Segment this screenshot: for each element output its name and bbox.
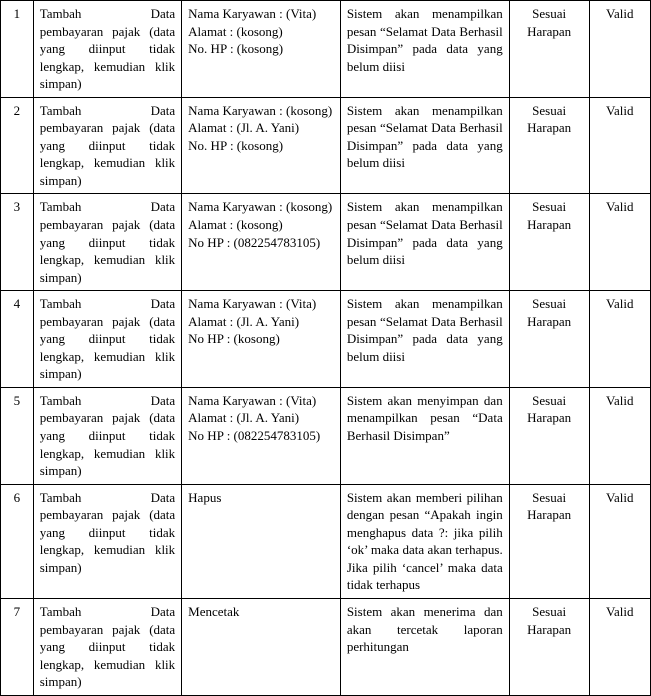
cell-output: Sistem akan menerima dan akan tercetak l…: [340, 598, 509, 695]
cell-output: Sistem akan menampilkan pesan “Selamat D…: [340, 1, 509, 98]
cell-output: Sistem akan memberi pilihan dengan pesan…: [340, 484, 509, 598]
cell-valid: Valid: [589, 194, 650, 291]
cell-desc: Tambah Data pembayaran pajak (data yang …: [33, 598, 181, 695]
cell-output: Sistem akan menampilkan pesan “Selamat D…: [340, 291, 509, 388]
table-row: 2Tambah Data pembayaran pajak (data yang…: [1, 97, 651, 194]
table-row: 3Tambah Data pembayaran pajak (data yang…: [1, 194, 651, 291]
cell-no: 3: [1, 194, 34, 291]
cell-valid: Valid: [589, 97, 650, 194]
cell-no: 5: [1, 387, 34, 484]
cell-valid: Valid: [589, 484, 650, 598]
cell-desc: Tambah Data pembayaran pajak (data yang …: [33, 291, 181, 388]
cell-input: Nama Karyawan : (kosong) Alamat : (Jl. A…: [182, 97, 341, 194]
cell-no: 6: [1, 484, 34, 598]
cell-expect: Sesuai Harapan: [509, 291, 589, 388]
cell-output: Sistem akan menyimpan dan menampilkan pe…: [340, 387, 509, 484]
cell-desc: Tambah Data pembayaran pajak (data yang …: [33, 97, 181, 194]
cell-no: 2: [1, 97, 34, 194]
cell-valid: Valid: [589, 387, 650, 484]
table-body: 1Tambah Data pembayaran pajak (data yang…: [1, 1, 651, 696]
table-row: 4Tambah Data pembayaran pajak (data yang…: [1, 291, 651, 388]
cell-expect: Sesuai Harapan: [509, 97, 589, 194]
cell-expect: Sesuai Harapan: [509, 194, 589, 291]
cell-no: 4: [1, 291, 34, 388]
cell-input: Nama Karyawan : (Vita) Alamat : (Jl. A. …: [182, 387, 341, 484]
cell-valid: Valid: [589, 1, 650, 98]
cell-input: Nama Karyawan : (kosong) Alamat : (koson…: [182, 194, 341, 291]
cell-desc: Tambah Data pembayaran pajak (data yang …: [33, 1, 181, 98]
cell-valid: Valid: [589, 291, 650, 388]
cell-expect: Sesuai Harapan: [509, 1, 589, 98]
cell-input: Nama Karyawan : (Vita) Alamat : (Jl. A. …: [182, 291, 341, 388]
cell-output: Sistem akan menampilkan pesan “Selamat D…: [340, 194, 509, 291]
cell-input: Hapus: [182, 484, 341, 598]
cell-no: 7: [1, 598, 34, 695]
table-row: 7Tambah Data pembayaran pajak (data yang…: [1, 598, 651, 695]
cell-valid: Valid: [589, 598, 650, 695]
table-row: 1Tambah Data pembayaran pajak (data yang…: [1, 1, 651, 98]
cell-input: Mencetak: [182, 598, 341, 695]
cell-output: Sistem akan menampilkan pesan “Selamat D…: [340, 97, 509, 194]
cell-desc: Tambah Data pembayaran pajak (data yang …: [33, 194, 181, 291]
cell-expect: Sesuai Harapan: [509, 598, 589, 695]
cell-expect: Sesuai Harapan: [509, 484, 589, 598]
table-row: 5Tambah Data pembayaran pajak (data yang…: [1, 387, 651, 484]
table-row: 6Tambah Data pembayaran pajak (data yang…: [1, 484, 651, 598]
cell-input: Nama Karyawan : (Vita) Alamat : (kosong)…: [182, 1, 341, 98]
cell-expect: Sesuai Harapan: [509, 387, 589, 484]
cell-no: 1: [1, 1, 34, 98]
cell-desc: Tambah Data pembayaran pajak (data yang …: [33, 387, 181, 484]
cell-desc: Tambah Data pembayaran pajak (data yang …: [33, 484, 181, 598]
test-case-table: 1Tambah Data pembayaran pajak (data yang…: [0, 0, 651, 696]
